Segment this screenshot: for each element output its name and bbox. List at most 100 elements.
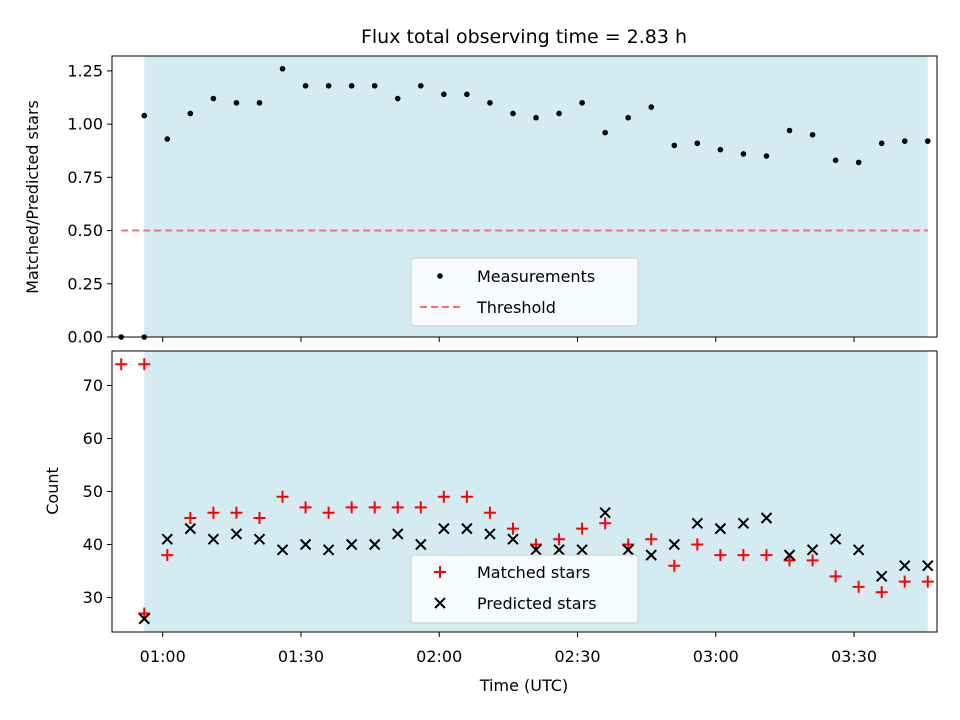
predicted-star-point: [507, 533, 519, 545]
measurement-point: [233, 100, 240, 106]
y-tick-label: 0.50: [67, 221, 103, 240]
x-axis-label: Time (UTC): [479, 676, 568, 695]
predicted-star-point: [438, 522, 450, 535]
predicted-star-point: [415, 538, 427, 551]
y-tick-label: 0.75: [67, 168, 103, 187]
y-tick-label: 30: [83, 588, 103, 607]
panel-counts: 30 40 50 60 70 01:00 01:30 02:00 02:30 03:00 03:3…: [43, 350, 938, 695]
measurement-point: [302, 83, 309, 89]
matched-star-point: [322, 506, 335, 519]
x-tick-label: 03:00: [693, 647, 739, 666]
measurement-point: [763, 153, 770, 159]
matched-star-point: [138, 358, 151, 371]
matched-star-point: [368, 501, 381, 514]
legend-label-matched: Matched stars: [477, 563, 590, 582]
measurement-point: [256, 100, 263, 106]
measurement-point: [533, 114, 539, 121]
x-tick-label: 01:30: [278, 647, 324, 666]
matched-star-point: [437, 490, 450, 503]
matched-star-point: [184, 512, 197, 525]
predicted-star-point: [161, 533, 174, 545]
axes-frame-top: [111, 55, 938, 338]
measurement-point: [556, 110, 562, 117]
predicted-star-point: [899, 560, 911, 572]
measurement-point: [625, 114, 632, 121]
predicted-star-point: [392, 528, 404, 540]
matched-star-point: [483, 506, 496, 519]
measurement-point: [878, 140, 885, 147]
measurement-point: [510, 110, 516, 117]
matched-star-point: [760, 549, 773, 562]
y-tick-label: 60: [83, 429, 103, 448]
predicted-star-point: [806, 544, 819, 556]
measurement-point: [487, 100, 493, 106]
measurement-point: [464, 91, 470, 98]
x-tick-label: 03:30: [831, 647, 877, 666]
measurement-point: [394, 95, 401, 102]
matched-star-point: [414, 501, 427, 514]
predicted-star-point: [207, 533, 220, 545]
predicted-star-point: [668, 538, 680, 551]
x-tick-label: 02:00: [416, 647, 462, 666]
matched-star-point: [645, 533, 658, 546]
matched-star-point: [115, 358, 128, 371]
x-tick-label: 01:00: [140, 647, 186, 666]
panel-ratio: 0.00 0.25 0.50 0.75 1.00 1.25 Flux total obse…: [23, 26, 938, 347]
y-axis-label-ratio: Matched/Predicted stars: [23, 100, 42, 294]
measurement-point: [924, 138, 931, 144]
measurement-point: [187, 110, 194, 117]
matched-star-point: [230, 506, 243, 519]
measurement-point: [648, 104, 655, 110]
measurement-point: [786, 127, 793, 134]
matched-star-point: [299, 501, 312, 514]
x-ticks-ratio: [162, 337, 855, 342]
matched-star-point: [691, 538, 704, 551]
measurement-point: [164, 136, 171, 142]
legend-marker-matched: [434, 566, 446, 578]
matched-star-point: [506, 522, 519, 535]
measurement-point: [809, 131, 816, 138]
chart-title: Flux total observing time = 2.83 h: [361, 26, 687, 48]
matched-star-point: [921, 575, 934, 588]
y-ticks-counts: 30 40 50 60 70: [83, 376, 112, 607]
matched-star-point: [553, 533, 566, 546]
measurement-point: [694, 140, 701, 147]
legend-box-bottom: [410, 554, 639, 624]
measurement-point: [602, 129, 608, 136]
predicted-star-point: [576, 544, 588, 556]
plot-area-counts: [115, 358, 934, 625]
matched-star-point: [599, 517, 612, 530]
measurement-point: [901, 138, 908, 144]
legend-marker-predicted: [434, 597, 446, 609]
y-ticks-ratio: 0.00 0.25 0.50 0.75 1.00 1.25: [67, 61, 112, 347]
predicted-star-point: [922, 560, 934, 572]
matched-star-point: [829, 570, 842, 583]
predicted-star-point: [852, 544, 865, 556]
predicted-star-point: [184, 522, 197, 535]
y-tick-label: 0.00: [67, 328, 103, 347]
y-tick-label: 1.25: [67, 61, 103, 80]
predicted-star-point: [691, 517, 704, 530]
measurement-point: [325, 83, 332, 89]
predicted-star-point: [553, 544, 565, 556]
predicted-star-point: [276, 544, 289, 556]
legend-bottom: Matched stars Predicted stars: [410, 554, 639, 624]
measurement-point: [717, 146, 724, 153]
predicted-star-point: [760, 512, 773, 524]
predicted-star-point: [322, 544, 335, 556]
measurement-point: [348, 83, 355, 89]
measurement-point: [279, 65, 286, 72]
matched-star-point: [276, 490, 289, 503]
measurement-point: [441, 91, 447, 98]
y-tick-label: 50: [83, 482, 103, 501]
predicted-star-point: [829, 533, 842, 545]
matched-star-point: [576, 522, 589, 535]
y-tick-label: 70: [83, 376, 103, 395]
legend-marker-measurements: [437, 273, 443, 279]
measurement-point: [579, 100, 585, 106]
measurement-point: [417, 83, 424, 89]
measurement-point: [210, 95, 217, 102]
predicted-star-point: [875, 570, 888, 583]
predicted-star-point: [345, 538, 358, 551]
